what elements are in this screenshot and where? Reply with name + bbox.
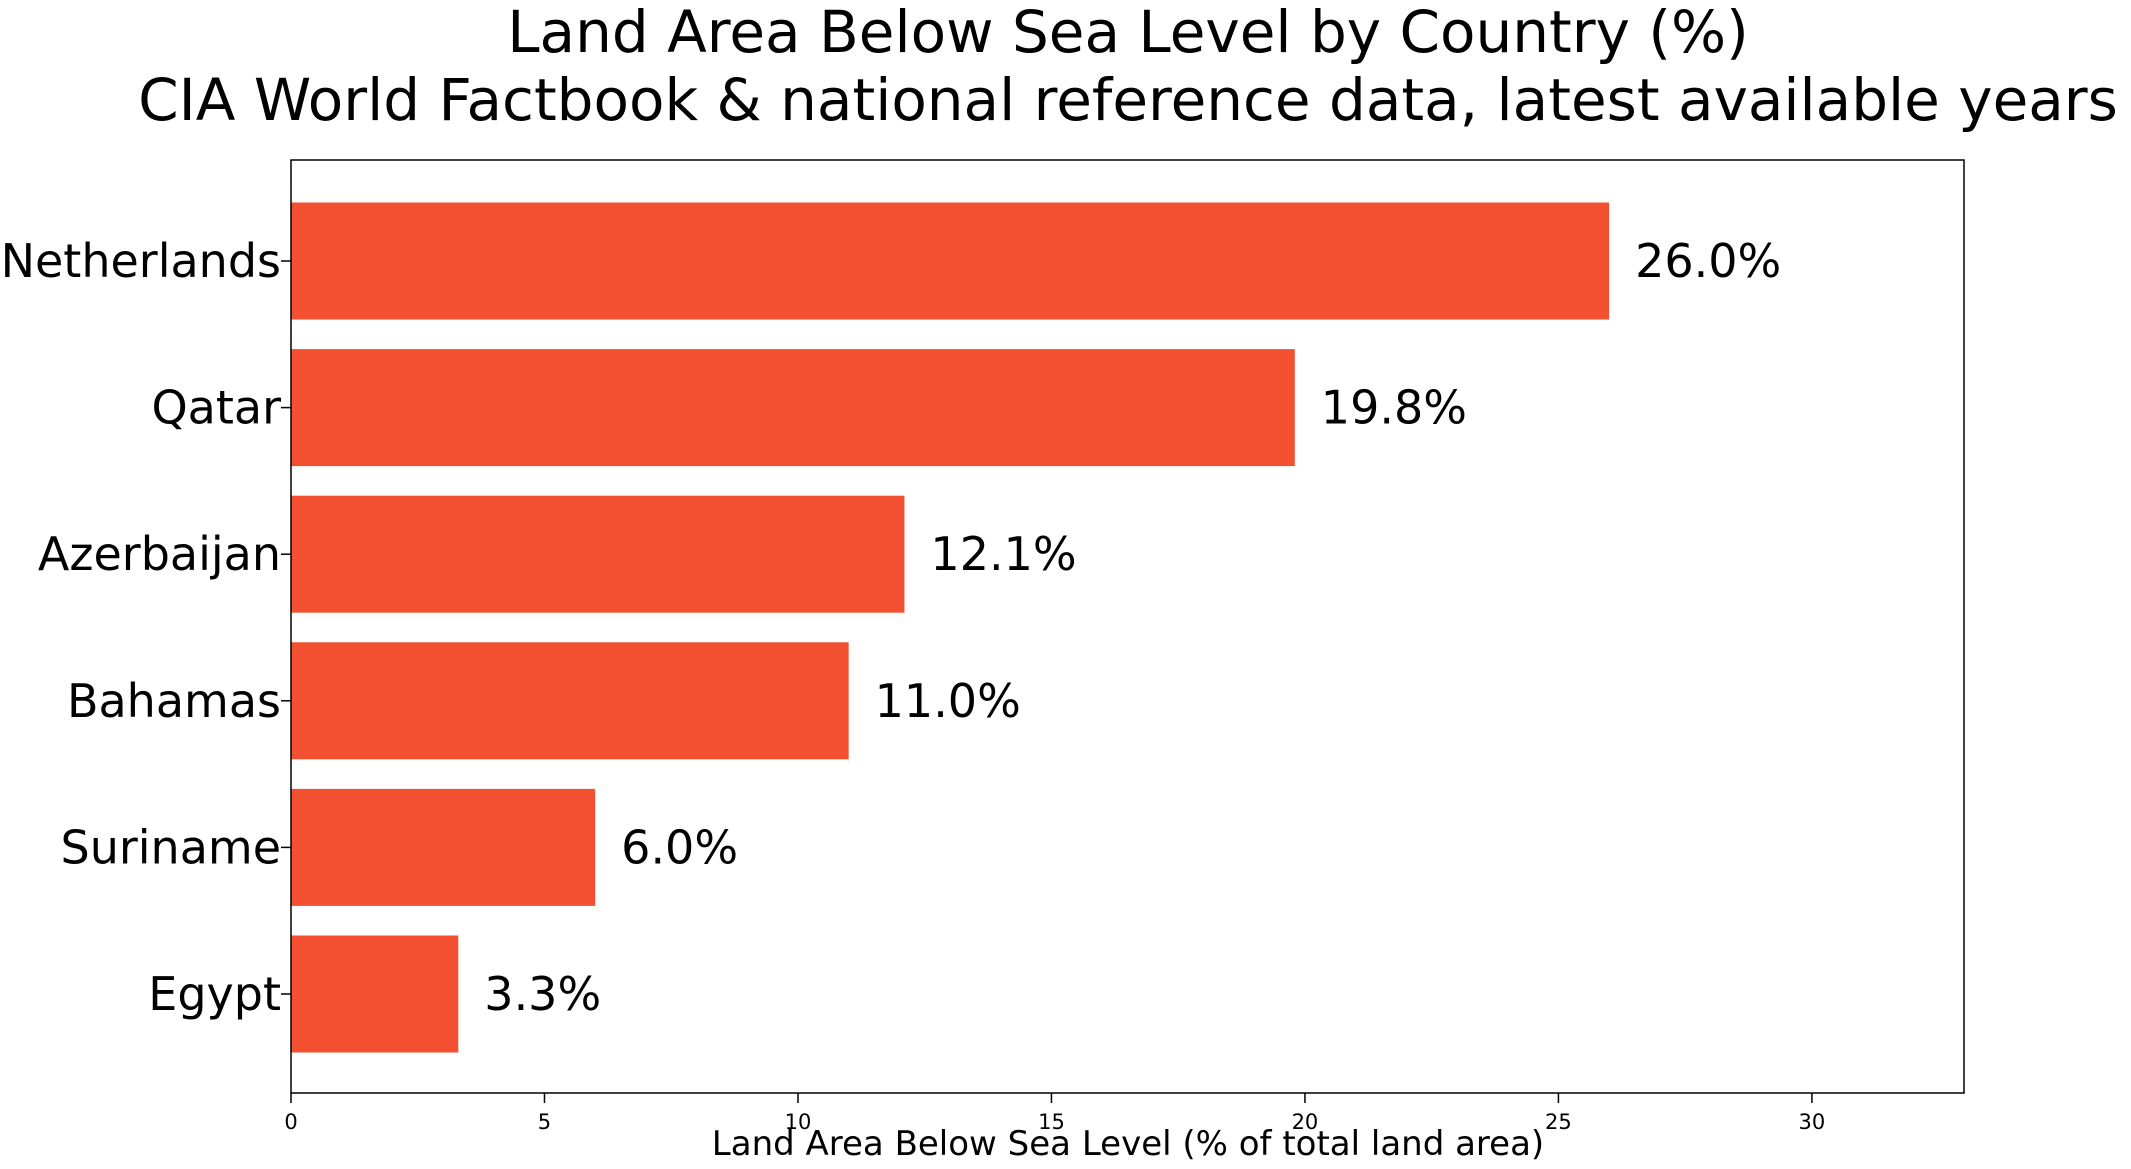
category-label-bahamas: Bahamas xyxy=(67,674,281,728)
bar-bahamas xyxy=(291,642,849,760)
category-label-azerbaijan: Azerbaijan xyxy=(38,527,281,581)
plot-area-frame xyxy=(290,159,1965,1094)
x-tick-label: 15 xyxy=(1038,1110,1065,1134)
category-label-egypt: Egypt xyxy=(148,967,281,1021)
value-labels-layer: 26.0% 19.8% 12.1% 11.0% 6.0% 3.3% xyxy=(484,234,1781,1021)
bar-netherlands xyxy=(291,202,1610,320)
category-label-qatar: Qatar xyxy=(151,381,281,435)
bar-qatar xyxy=(291,349,1295,467)
value-label-netherlands: 26.0% xyxy=(1635,234,1781,288)
value-label-suriname: 6.0% xyxy=(621,820,738,874)
value-label-qatar: 19.8% xyxy=(1321,381,1467,435)
x-tick-label: 0 xyxy=(284,1110,297,1134)
chart-title: Land Area Below Sea Level by Country (%) xyxy=(507,0,1749,66)
x-tick-label: 20 xyxy=(1292,1110,1319,1134)
category-label-netherlands: Netherlands xyxy=(1,234,281,288)
value-label-azerbaijan: 12.1% xyxy=(930,527,1076,581)
category-label-suriname: Suriname xyxy=(61,820,282,874)
x-tick-label: 10 xyxy=(785,1110,812,1134)
x-tick-label: 30 xyxy=(1799,1110,1826,1134)
bar-egypt xyxy=(291,935,459,1053)
value-label-bahamas: 11.0% xyxy=(875,674,1021,728)
chart-subtitle: CIA World Factbook & national reference … xyxy=(138,66,2118,134)
category-labels-layer: Netherlands Qatar Azerbaijan Bahamas Surinam… xyxy=(1,234,291,1021)
bars-layer xyxy=(291,202,1610,1053)
x-axis-ticks: 0 5 10 15 20 25 30 xyxy=(284,1093,1825,1134)
value-label-egypt: 3.3% xyxy=(484,967,601,1021)
x-axis-title: Land Area Below Sea Level (% of total la… xyxy=(712,1124,1544,1164)
x-tick-label: 5 xyxy=(538,1110,551,1134)
bar-azerbaijan xyxy=(291,495,905,613)
bar-suriname xyxy=(291,788,596,906)
x-tick-label: 25 xyxy=(1545,1110,1572,1134)
